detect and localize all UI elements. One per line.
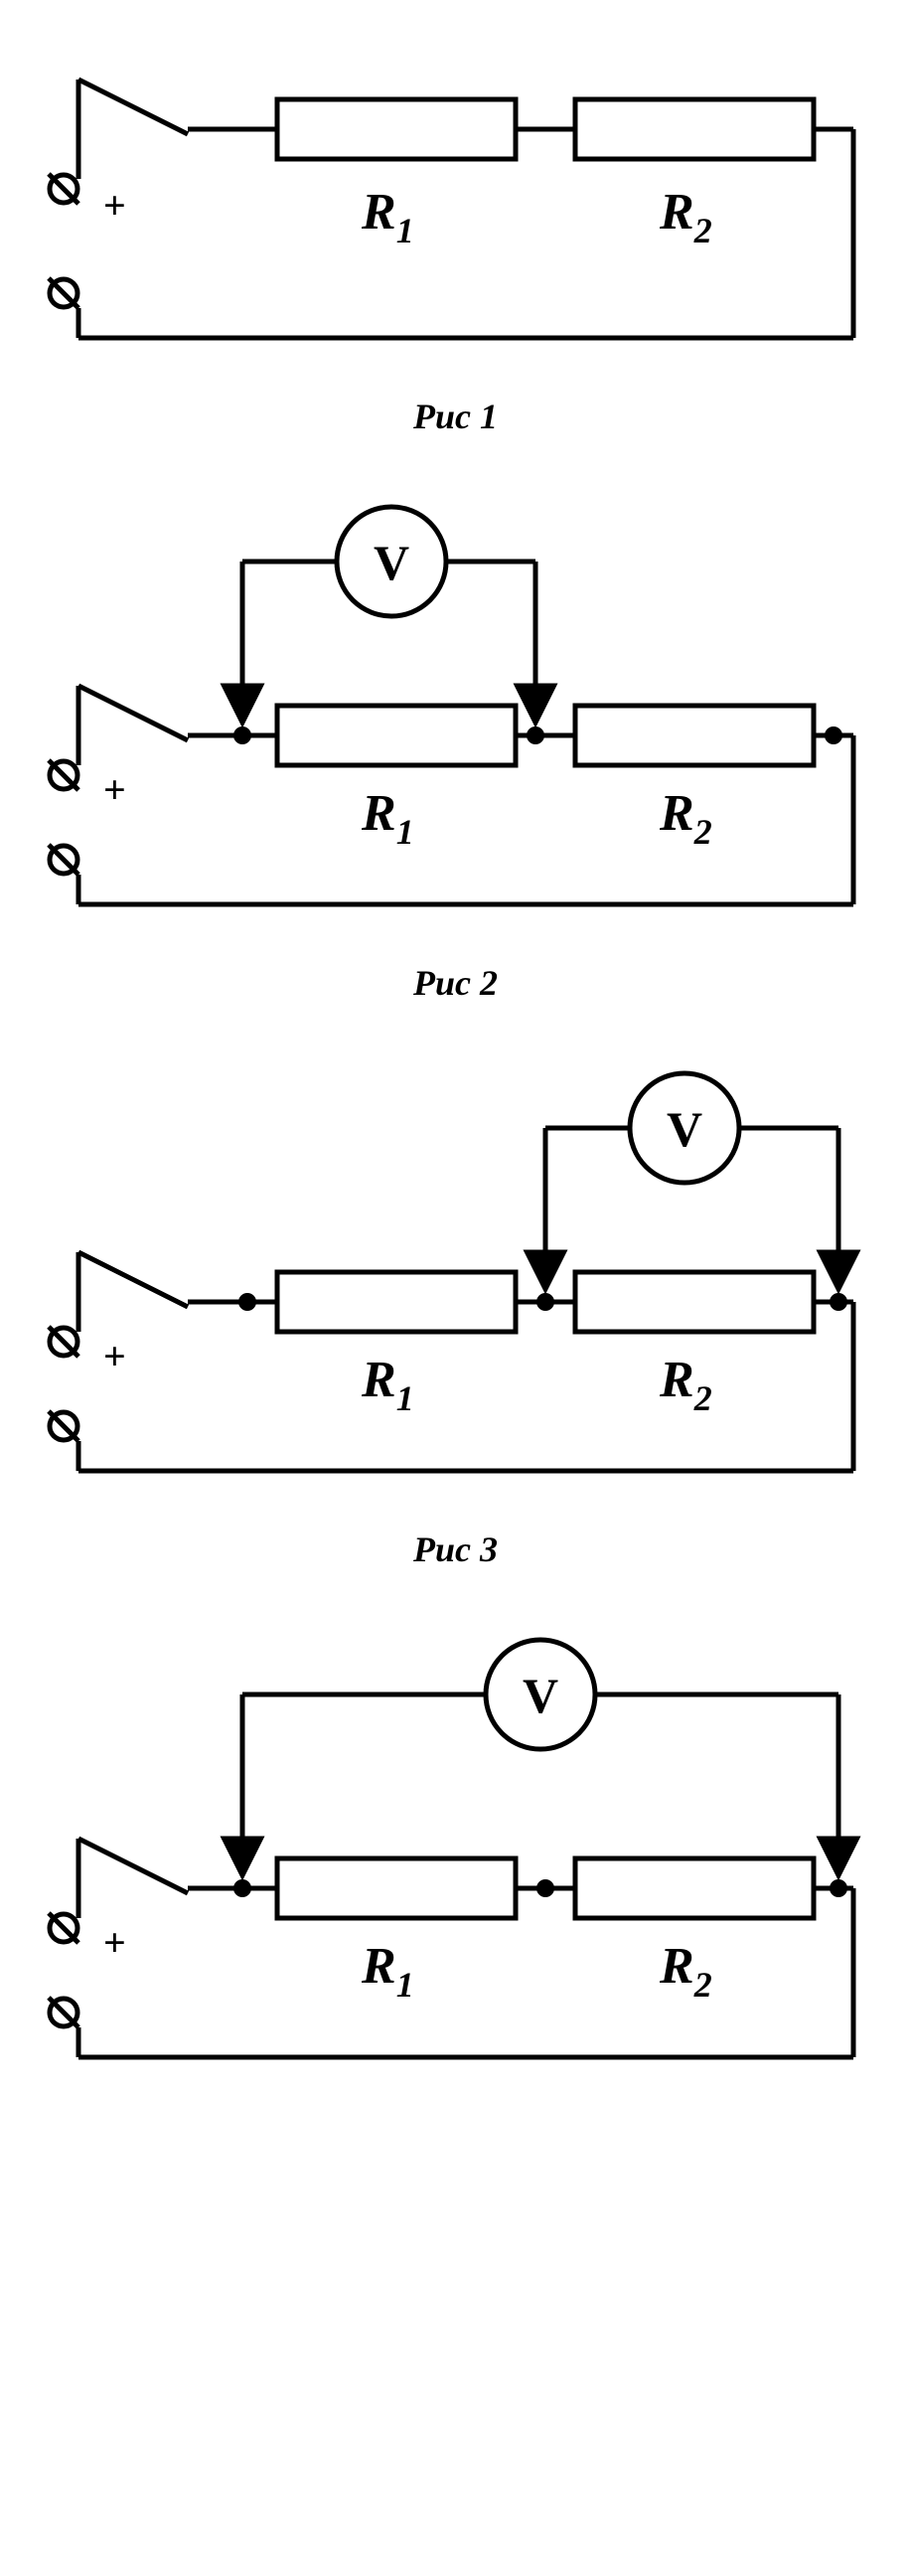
label-r1: R1 bbox=[361, 785, 414, 852]
resistor-r1 bbox=[277, 1272, 516, 1332]
resistor-r2 bbox=[575, 1858, 814, 1918]
circuit-3: + V R1 R2 bbox=[19, 1034, 893, 1511]
resistor-r1 bbox=[277, 706, 516, 765]
resistor-r2 bbox=[575, 706, 814, 765]
node-dot bbox=[233, 1879, 251, 1897]
plus-label: + bbox=[103, 767, 126, 812]
circuit-2: + V R1 R2 bbox=[19, 467, 893, 944]
voltmeter-letter: V bbox=[373, 535, 408, 590]
plus-label: + bbox=[103, 1920, 126, 1965]
resistor-r1 bbox=[277, 1858, 516, 1918]
node-dot bbox=[536, 1879, 554, 1897]
label-r1: R1 bbox=[361, 184, 414, 250]
node-dot bbox=[233, 726, 251, 744]
plus-label: + bbox=[103, 183, 126, 228]
caption-2: Рис 2 bbox=[19, 962, 893, 1004]
resistor-r2 bbox=[575, 1272, 814, 1332]
figures-container: + R1 R2 Рис 1 bbox=[19, 20, 893, 2097]
node-dot bbox=[527, 726, 544, 744]
label-r2: R2 bbox=[659, 1938, 712, 2005]
resistor-r1 bbox=[277, 99, 516, 159]
caption-1: Рис 1 bbox=[19, 396, 893, 437]
label-r1: R1 bbox=[361, 1938, 414, 2005]
circuit-4: + V R1 R2 bbox=[19, 1600, 893, 2097]
caption-3: Рис 3 bbox=[19, 1529, 893, 1570]
node-dot bbox=[825, 726, 842, 744]
plus-label: + bbox=[103, 1334, 126, 1378]
label-r2: R2 bbox=[659, 785, 712, 852]
label-r2: R2 bbox=[659, 184, 712, 250]
resistor-r2 bbox=[575, 99, 814, 159]
node-dot bbox=[238, 1293, 256, 1311]
voltmeter-letter: V bbox=[522, 1668, 557, 1723]
node-dot bbox=[536, 1293, 554, 1311]
label-r2: R2 bbox=[659, 1352, 712, 1418]
voltmeter-letter: V bbox=[666, 1101, 701, 1157]
node-dot bbox=[830, 1293, 847, 1311]
label-r1: R1 bbox=[361, 1352, 414, 1418]
circuit-1: + R1 R2 bbox=[19, 20, 893, 378]
node-dot bbox=[830, 1879, 847, 1897]
